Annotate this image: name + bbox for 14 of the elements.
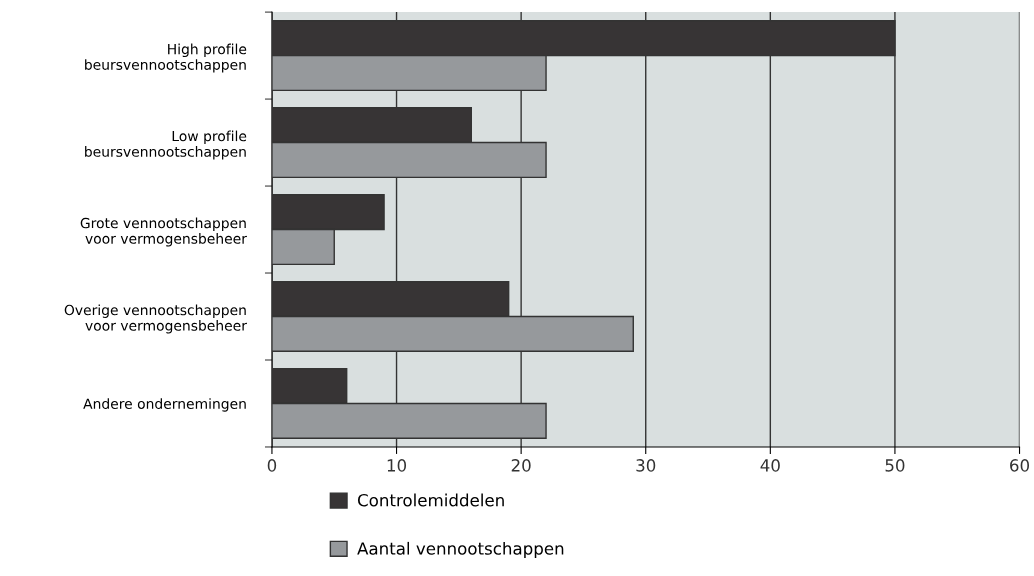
x-tick-label: 0 <box>267 459 277 472</box>
x-tick-label: 20 <box>511 459 531 472</box>
y-tick-label: Overige vennootschappen voor vermogensbeheer <box>64 304 247 334</box>
y-tick-label: Low profile beursvennootschappen <box>85 130 247 160</box>
x-tick-label: 30 <box>636 459 656 472</box>
x-tick-label: 60 <box>1010 459 1030 472</box>
x-tick-label: 10 <box>387 459 407 472</box>
x-tick-label: 50 <box>885 459 905 472</box>
y-tick-label: Andere ondernemingen <box>83 398 246 412</box>
y-tick-label: Grote vennootschappen voor vermogensbeheer <box>80 217 247 247</box>
legend-label: Controlemiddelen <box>357 493 504 507</box>
y-tick-label: High profile beursvennootschappen <box>85 43 247 73</box>
x-tick-label: 40 <box>760 459 780 472</box>
legend-label: Aantal vennootschappen <box>357 541 564 559</box>
